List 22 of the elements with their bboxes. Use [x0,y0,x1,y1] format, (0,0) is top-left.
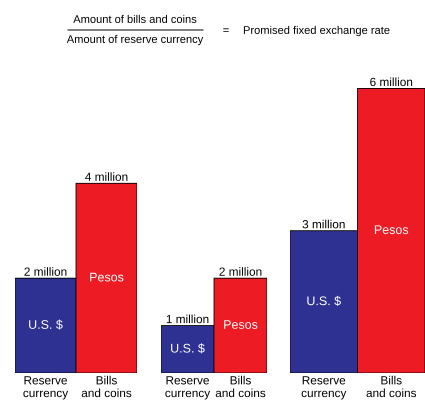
series-label: Pesos [374,225,408,234]
text: Amount of reserve currency [66,34,204,46]
text: Amount of bills and coins [73,14,196,23]
data-label: 3 million [302,220,345,228]
x-tick-label: Reserve currency [23,376,68,400]
data-label: 1 million [166,314,208,324]
x-tick-label: Bills and coins [216,376,266,398]
series-label: U.S. $ [29,320,63,330]
series-label: Pesos [90,272,124,282]
x-tick-label: Reserve currency [302,376,346,400]
text: = [223,28,229,32]
data-label: 2 million [219,267,262,276]
x-tick-label: Reserve currency [165,376,210,400]
data-label: 2 million [24,267,66,276]
data-label: 4 million [85,172,128,181]
text: Promised fixed exchange rate [244,26,390,36]
series-label: Pesos [224,320,258,329]
data-label: 6 million [370,77,412,86]
series-label: U.S. $ [171,343,205,354]
x-tick-label: Bills and coins [366,376,416,398]
x-tick-label: Bills and coins [82,376,132,398]
series-label: U.S. $ [307,296,341,306]
